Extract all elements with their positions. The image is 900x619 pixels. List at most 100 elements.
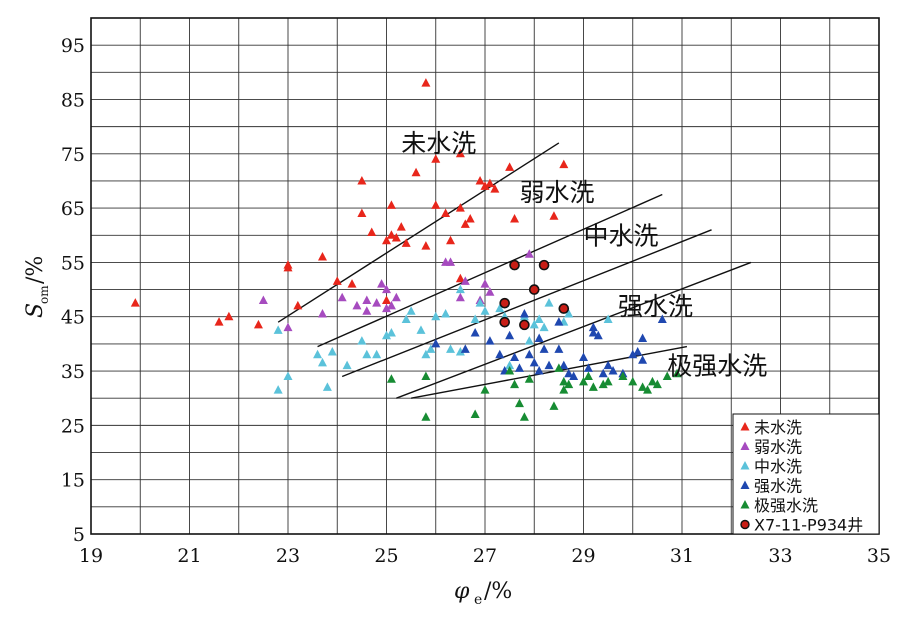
data-point [509,259,520,271]
data-point [559,376,569,386]
data-point [510,379,520,389]
data-point [352,300,362,310]
data-point [421,412,431,421]
data-point [558,303,570,314]
legend-label: 强水洗 [754,477,802,496]
data-point [470,314,480,323]
y-tick-label: 5 [73,524,85,546]
data-point [490,184,500,193]
data-point [382,284,391,294]
data-point [638,382,648,391]
data-point [643,385,653,394]
data-point [386,200,396,209]
data-point [588,328,598,337]
x-axis-label-sub: e [474,592,482,608]
y-tick-label: 55 [61,252,85,274]
data-point [362,295,372,304]
data-point [382,330,391,340]
data-point [579,352,588,361]
data-point [382,235,391,245]
data-point [514,398,524,408]
data-point [337,292,347,302]
data-point [391,292,401,302]
data-point [559,385,569,394]
zone-label: 极强水洗 [667,352,767,381]
data-point [460,344,470,353]
data-point [441,208,451,218]
data-point [485,178,495,188]
data-point [347,279,357,288]
data-point [357,336,367,345]
data-point [603,376,613,386]
data-point [367,227,377,237]
data-point [524,336,534,345]
data-point [416,325,426,334]
x-axis-label: φ e /% [454,579,512,608]
data-points [130,78,682,421]
data-point [628,349,638,359]
x-tick-label: 27 [473,545,497,567]
data-point [485,287,495,296]
plot-frame [90,17,880,535]
data-point [554,317,564,326]
data-point [505,330,515,340]
data-point [499,316,511,328]
data-point [564,368,574,378]
y-axis-label-unit: /% [23,256,48,284]
data-point [431,200,441,209]
legend-label: 弱水洗 [754,438,802,457]
data-point [559,360,569,370]
legend-label: X7-11-P934井 [754,516,863,535]
data-point [401,314,411,323]
data-point [273,385,283,394]
x-tick-label: 35 [867,545,891,567]
data-point [538,259,550,271]
y-tick-label: 45 [61,307,85,329]
data-point [495,303,505,313]
data-point [524,349,534,359]
data-point [357,175,367,185]
data-point [524,374,534,383]
data-point [598,379,608,389]
data-point [421,241,431,250]
legend-marker [740,500,750,509]
x-tick-label: 19 [79,545,103,567]
data-point [317,309,327,318]
y-axis-label-main: S [23,303,48,318]
data-point [224,311,234,321]
data-point [549,401,559,410]
data-point [598,368,608,378]
data-point [406,306,416,315]
data-point [362,306,372,315]
data-point [564,379,574,389]
data-point [342,360,352,370]
data-point [519,309,529,318]
data-point [485,336,495,345]
y-tick-label: 95 [61,35,85,57]
data-point [480,279,490,288]
data-point [475,175,485,185]
zone-boundary-line [277,142,560,323]
data-point [480,385,490,394]
data-point [386,300,396,310]
data-point [579,376,588,386]
data-point [470,328,480,337]
y-axis-label: S om /% [23,256,51,318]
zone-label: 弱水洗 [519,178,594,207]
data-point [130,298,140,307]
data-point [431,154,441,163]
y-tick-label: 65 [61,198,85,220]
data-point [421,78,431,87]
data-point [480,181,490,190]
data-point [510,213,520,223]
data-point [662,371,672,380]
data-point [588,382,598,391]
data-point [505,366,515,375]
legend-marker [740,480,750,489]
data-point [529,357,539,367]
y-tick-label: 75 [61,144,85,166]
data-point [382,303,391,313]
zone-label: 强水洗 [618,292,693,321]
